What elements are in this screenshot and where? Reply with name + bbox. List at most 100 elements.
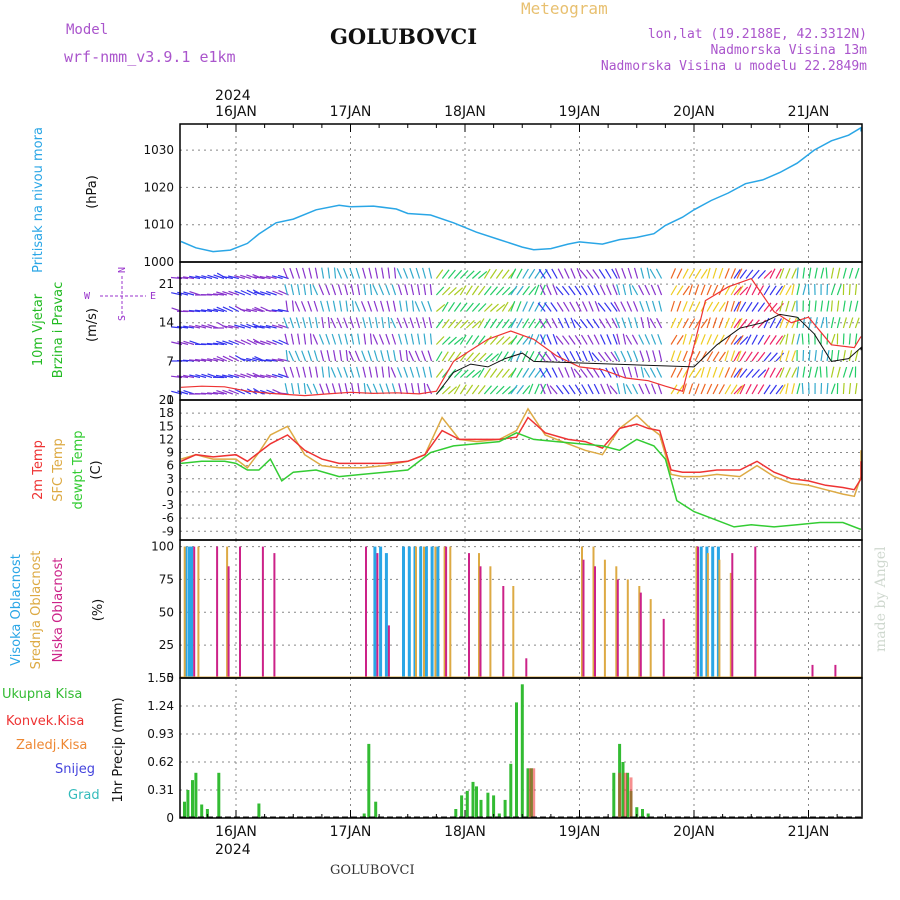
wind-arrow: [453, 269, 463, 279]
wind-arrow: [501, 336, 511, 345]
wind-arrow: [459, 334, 467, 345]
y-tick-label: 1020: [143, 180, 174, 194]
wind-arrow: [246, 323, 258, 329]
wind-arrow: [453, 369, 463, 378]
wind-arrow: [349, 317, 355, 329]
wind-arrow: [628, 284, 633, 296]
wind-arrow: [361, 350, 367, 362]
wind-arrow: [285, 300, 289, 312]
wind-arrow: [345, 300, 349, 312]
wind-arrow: [399, 350, 403, 362]
wind-arrow: [183, 291, 195, 296]
wind-arrow: [592, 269, 600, 279]
wind-arrow: [372, 383, 379, 395]
wind-arrow: [561, 285, 570, 296]
wind-arrow: [381, 267, 385, 279]
wind-arrow: [459, 302, 468, 312]
cloud-bar: [834, 664, 837, 678]
station-title: GOLUBOVCI: [330, 24, 477, 49]
y-tick-label: 0: [166, 811, 174, 825]
wind-arrow: [447, 351, 456, 362]
wind-arrow: [676, 334, 684, 345]
wind-arrow: [826, 300, 830, 312]
wind-arrow: [632, 383, 639, 395]
wind-arrow: [221, 374, 233, 379]
wind-arrow: [763, 285, 771, 296]
wind-arrow: [339, 350, 343, 362]
wind-arrow: [271, 324, 283, 329]
wind-arrow: [330, 317, 337, 329]
wind-arrow: [182, 359, 195, 362]
wind-arrow: [808, 267, 812, 279]
wind-arrow: [670, 334, 678, 345]
wind-arrow: [830, 284, 836, 296]
wind-arrow: [477, 385, 486, 395]
wind-arrow: [234, 373, 246, 379]
wind-arrow: [435, 368, 444, 378]
wind-arrow: [733, 286, 742, 296]
wind-arrow: [183, 325, 195, 329]
wind-arrow: [769, 367, 776, 378]
wind-arrow: [694, 383, 700, 395]
wind-arrow: [552, 333, 558, 345]
wind-arrow: [779, 267, 785, 279]
cloud-bar: [711, 546, 715, 678]
wind-arrow: [222, 306, 234, 313]
wind-arrow: [700, 284, 706, 296]
wind-arrow: [785, 300, 790, 312]
wind-arrow: [403, 366, 409, 378]
cloud-bar: [731, 553, 734, 678]
wind-arrow: [557, 268, 564, 279]
wind-arrow: [477, 285, 486, 296]
cloud-bar: [434, 546, 437, 678]
wind-arrow: [712, 284, 719, 296]
wind-arrow: [387, 267, 391, 279]
wind-arrow: [842, 333, 845, 345]
wind-arrow: [779, 384, 786, 395]
wind-arrow: [656, 317, 663, 329]
wind-arrow: [522, 301, 528, 312]
wind-arrow: [477, 352, 487, 362]
precip-bar: [629, 777, 633, 818]
y-tick-label: 0.62: [147, 755, 174, 769]
cloud-bar: [525, 658, 528, 678]
wind-arrow: [477, 303, 487, 312]
wind-arrow: [326, 300, 331, 312]
wind-arrow: [422, 317, 427, 329]
wind-arrow: [366, 383, 373, 395]
y-tick-label: 9: [166, 446, 174, 460]
wind-arrow: [253, 340, 265, 346]
wind-arrow: [706, 351, 714, 362]
legend-total-rain: Ukupna Kisa: [2, 687, 82, 702]
wind-arrow: [483, 268, 491, 279]
y-tick-label: 100: [151, 540, 174, 554]
wind-arrow: [265, 309, 277, 313]
wind-arrow: [465, 352, 474, 362]
pressure-line: [180, 126, 862, 253]
cloud-bar: [273, 553, 276, 678]
wind-arrow: [779, 334, 786, 345]
wind-arrow: [751, 334, 758, 345]
wind-arrow: [344, 284, 349, 296]
wind-arrow: [604, 302, 612, 312]
wind-arrow: [745, 334, 752, 345]
wind-arrow: [574, 334, 582, 345]
wind-arrow: [177, 341, 189, 346]
wind-arrow: [562, 384, 570, 395]
y-tick-label: 25: [159, 638, 174, 652]
wind-arrow: [718, 367, 724, 378]
wind-arrow: [562, 301, 570, 312]
bottom-day-labels: 16JAN 17JAN 18JAN 19JAN 20JAN 21JAN: [215, 824, 829, 840]
wind-arrow: [483, 367, 491, 378]
wind-arrow: [402, 268, 409, 279]
wind-arrow: [688, 383, 694, 395]
cloud-bar: [430, 546, 434, 678]
wind-arrow: [779, 284, 786, 296]
wind-arrow: [373, 350, 379, 362]
wind-arrow: [489, 286, 498, 296]
wind-arrow: [415, 317, 421, 329]
wind-arrow: [345, 350, 349, 362]
wind-arrow: [605, 318, 612, 329]
elevation-text: Nadmorska Visina 13m: [710, 43, 867, 58]
wind-arrow: [297, 333, 301, 345]
